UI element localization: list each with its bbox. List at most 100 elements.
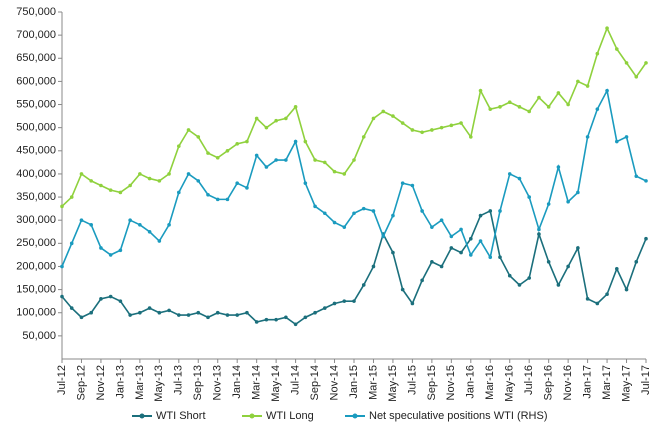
point bbox=[556, 165, 561, 169]
x-tick-label: Jul-17 bbox=[640, 365, 652, 395]
x-tick-label: Jan-17 bbox=[582, 365, 594, 399]
point bbox=[138, 172, 142, 176]
legend-label: WTI Short bbox=[156, 410, 206, 422]
point bbox=[254, 153, 259, 158]
point bbox=[313, 310, 317, 315]
y-tick-label: 150,000 bbox=[16, 284, 56, 296]
point bbox=[215, 310, 220, 315]
x-tick-label: Jan-15 bbox=[348, 365, 360, 399]
point bbox=[595, 107, 600, 111]
point bbox=[60, 264, 64, 269]
point bbox=[634, 260, 639, 264]
point bbox=[527, 195, 531, 199]
x-tick-label: Jul-13 bbox=[173, 365, 185, 395]
point bbox=[546, 260, 551, 264]
y-tick-label: 600,000 bbox=[16, 75, 56, 87]
point bbox=[556, 91, 561, 95]
y-tick-label: 100,000 bbox=[16, 307, 56, 319]
point bbox=[410, 183, 415, 188]
point bbox=[352, 299, 356, 303]
point bbox=[605, 88, 609, 93]
point bbox=[235, 313, 239, 317]
point bbox=[439, 125, 444, 130]
y-tick-label: 650,000 bbox=[16, 52, 56, 64]
point bbox=[342, 299, 347, 303]
point bbox=[615, 139, 619, 144]
point bbox=[206, 192, 210, 197]
x-tick-label: Jul-15 bbox=[406, 365, 418, 395]
point bbox=[498, 105, 502, 109]
point bbox=[108, 253, 113, 257]
point bbox=[507, 273, 512, 278]
x-tick-label: Mar-17 bbox=[601, 365, 613, 400]
point bbox=[235, 142, 239, 146]
point bbox=[449, 234, 454, 239]
x-tick-label: Jan-14 bbox=[231, 365, 243, 399]
point bbox=[566, 199, 570, 204]
point bbox=[332, 301, 337, 306]
point bbox=[225, 149, 230, 153]
point bbox=[225, 197, 230, 202]
point bbox=[69, 195, 74, 199]
point bbox=[128, 218, 132, 222]
point bbox=[118, 190, 123, 195]
x-tick-label: Mar-14 bbox=[251, 365, 263, 400]
point bbox=[215, 155, 220, 160]
point bbox=[274, 118, 278, 123]
point bbox=[323, 160, 327, 165]
point bbox=[60, 294, 64, 299]
point bbox=[99, 297, 103, 301]
point bbox=[323, 211, 327, 216]
point bbox=[157, 310, 162, 315]
legend-item: WTI Long bbox=[242, 410, 314, 422]
x-tick-label: May-15 bbox=[387, 365, 399, 402]
point bbox=[264, 165, 269, 169]
point bbox=[361, 135, 366, 139]
point bbox=[264, 317, 269, 322]
point bbox=[517, 176, 522, 181]
point bbox=[177, 190, 181, 195]
point bbox=[147, 176, 152, 181]
point bbox=[420, 278, 424, 283]
y-tick-label: 350,000 bbox=[16, 191, 56, 203]
point bbox=[459, 121, 463, 125]
point bbox=[303, 181, 308, 185]
point bbox=[644, 236, 648, 241]
y-tick-label: 500,000 bbox=[16, 122, 56, 134]
x-tick-label: May-13 bbox=[153, 365, 165, 402]
point bbox=[624, 61, 629, 65]
point bbox=[60, 204, 64, 209]
x-tick-label: Sep-14 bbox=[309, 365, 321, 400]
point bbox=[99, 183, 103, 188]
point bbox=[352, 211, 356, 216]
point bbox=[585, 84, 590, 88]
point bbox=[391, 213, 395, 218]
point bbox=[118, 248, 123, 253]
point bbox=[303, 315, 308, 320]
point bbox=[79, 172, 84, 176]
point bbox=[498, 255, 502, 260]
point bbox=[498, 209, 502, 213]
point bbox=[488, 209, 493, 213]
point bbox=[177, 313, 181, 317]
point bbox=[79, 315, 84, 320]
point bbox=[449, 246, 454, 250]
point bbox=[79, 218, 84, 222]
point bbox=[381, 109, 386, 114]
point bbox=[225, 313, 230, 317]
point bbox=[313, 158, 317, 162]
point bbox=[478, 88, 483, 93]
point bbox=[400, 287, 405, 292]
x-tick-label: Mar-13 bbox=[134, 365, 146, 400]
point bbox=[177, 144, 181, 148]
point bbox=[293, 105, 298, 109]
point bbox=[332, 169, 337, 174]
point bbox=[284, 315, 288, 320]
x-tick-label: Sep-15 bbox=[426, 365, 438, 400]
point bbox=[634, 74, 639, 79]
point bbox=[361, 206, 366, 211]
point bbox=[108, 188, 113, 192]
x-tick-label: Jan-13 bbox=[114, 365, 126, 399]
point bbox=[108, 294, 113, 299]
